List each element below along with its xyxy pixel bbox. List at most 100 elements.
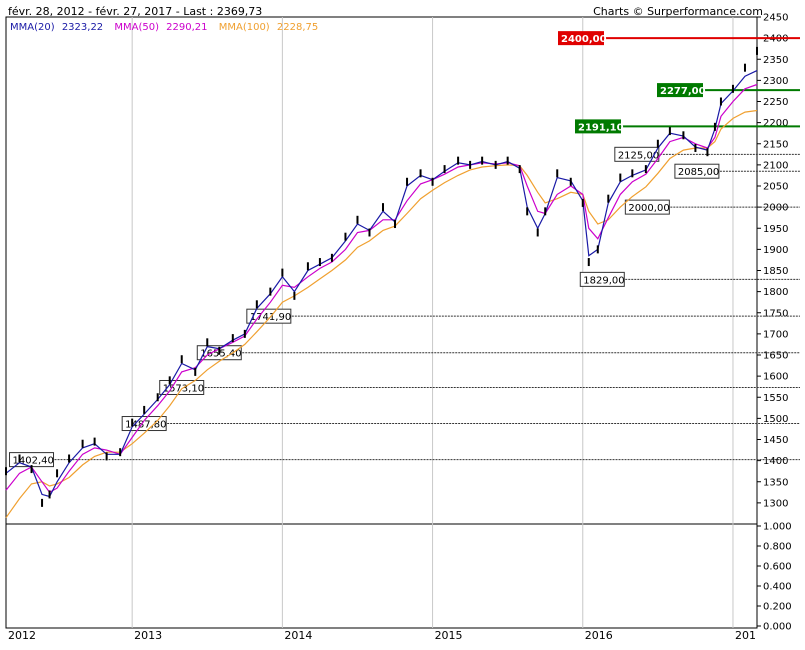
price-point: [607, 194, 610, 203]
price-point: [406, 177, 409, 186]
price-point: [756, 46, 758, 55]
price-tick-label: 2050: [763, 182, 788, 193]
price-point: [231, 334, 234, 343]
price-point: [368, 228, 371, 237]
price-point: [281, 268, 284, 277]
support-label-box: [674, 163, 720, 179]
price-point: [481, 156, 484, 165]
price-point: [443, 165, 446, 174]
legend-ma50: MMA(50) 2290,21: [114, 22, 211, 33]
price-point: [93, 437, 96, 446]
price-point: [394, 220, 397, 229]
legend-ma20-value: 2323,22: [61, 22, 104, 33]
support-label: 1655,40: [200, 349, 241, 360]
price-point: [255, 300, 258, 309]
price-point: [682, 131, 685, 140]
price-point: [243, 329, 246, 338]
price-point: [156, 393, 159, 402]
ma-line: [5, 70, 758, 498]
price-tick-label: 2450: [763, 13, 788, 24]
year-label: 2012: [8, 629, 36, 642]
price-point: [131, 418, 134, 427]
year-label: 201: [735, 629, 756, 642]
price-point: [206, 338, 209, 347]
price-point: [581, 198, 584, 207]
price-point: [18, 454, 21, 463]
price-point: [419, 169, 422, 178]
year-label: 2014: [284, 629, 312, 642]
price-tick-label: 1650: [763, 351, 788, 362]
price-tick-label: 1950: [763, 224, 788, 235]
chart-credit: Charts © Surperformance.com: [593, 5, 763, 18]
price-point: [644, 165, 647, 174]
legend-ma50-value: 2290,21: [166, 22, 208, 33]
price-point: [330, 253, 333, 262]
price-tick-label: 2300: [763, 76, 788, 87]
support-label: 1487,80: [125, 420, 166, 431]
price-tick-label: 1750: [763, 308, 788, 319]
price-tick-label: 2250: [763, 97, 788, 108]
plot-frame: [5, 16, 758, 629]
support-label: 1402,40: [13, 456, 54, 467]
support-label-box: [579, 271, 625, 287]
resistance-label-box: [558, 31, 604, 46]
price-point: [743, 63, 746, 72]
price-point: [306, 262, 309, 271]
year-label: 2013: [134, 629, 162, 642]
price-tick-label: 2350: [763, 55, 788, 66]
price-point: [105, 452, 108, 461]
price-point: [5, 467, 7, 476]
price-tick-label: 2200: [763, 118, 788, 129]
price-point: [544, 207, 547, 216]
indicator-tick-label: 0.400: [763, 582, 792, 593]
indicator-tick-label: 0.000: [763, 622, 792, 633]
indicator-tick-label: 1.000: [763, 522, 792, 533]
price-point: [318, 258, 321, 267]
price-point: [168, 376, 171, 385]
price-point: [569, 177, 572, 186]
price-point: [41, 498, 44, 507]
price-point: [526, 207, 529, 216]
support-label: 2125,00: [618, 150, 659, 161]
price-point: [293, 291, 296, 300]
resistance-label: 2400,00: [561, 34, 607, 45]
year-label: 2016: [585, 629, 613, 642]
price-point: [556, 169, 559, 178]
price-point: [668, 127, 671, 136]
price-tick-label: 1600: [763, 372, 788, 383]
ma-line: [5, 109, 758, 519]
price-point: [587, 258, 590, 267]
legend-ma100: MMA(100) 2228,75: [219, 22, 323, 33]
price-tick-label: 1450: [763, 435, 788, 446]
legend: MMA(20) 2323,22 MMA(50) 2290,21 MMA(100)…: [10, 22, 326, 33]
price-tick-label: 1900: [763, 245, 788, 256]
price-point: [619, 173, 622, 182]
ma-line: [5, 83, 758, 494]
price-tick-label: 2150: [763, 139, 788, 150]
support-label-box: [575, 119, 621, 134]
price-point: [218, 346, 221, 355]
price-tick-label: 2000: [763, 203, 788, 214]
price-point: [56, 469, 59, 478]
price-point: [719, 97, 722, 106]
price-point: [536, 228, 539, 237]
price-point: [656, 139, 659, 148]
legend-ma50-name: MMA(50): [114, 22, 159, 33]
support-label: 2277,00: [660, 86, 706, 97]
legend-ma20-name: MMA(20): [10, 22, 55, 33]
price-point: [81, 439, 84, 448]
price-point: [344, 232, 347, 241]
price-point: [194, 367, 197, 376]
support-label: 2191,10: [578, 122, 624, 133]
price-tick-label: 1300: [763, 498, 788, 509]
price-point: [68, 454, 71, 463]
price-point: [382, 203, 385, 212]
year-label: 2015: [435, 629, 463, 642]
price-tick-label: 1700: [763, 329, 788, 340]
legend-ma100-name: MMA(100): [218, 22, 270, 33]
support-label-box: [624, 199, 670, 215]
price-tick-label: 1350: [763, 477, 788, 488]
price-tick-label: 1800: [763, 287, 788, 298]
support-label-box: [614, 146, 660, 162]
